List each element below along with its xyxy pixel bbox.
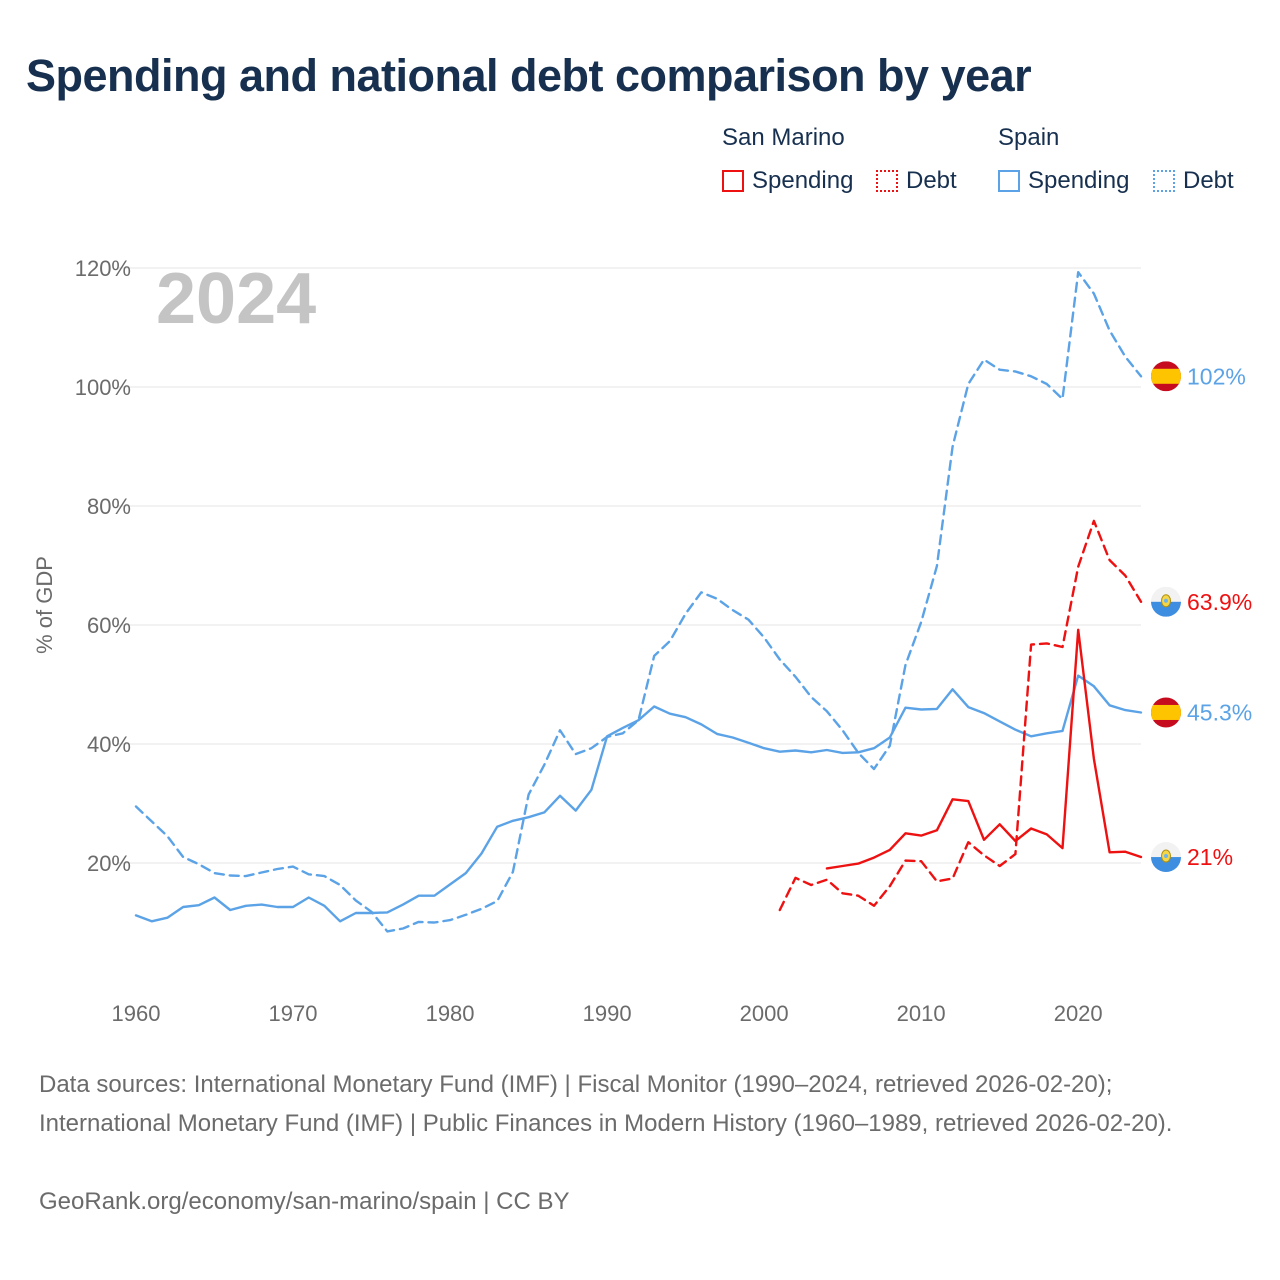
y-tick-label: 40% bbox=[87, 732, 131, 757]
y-tick-label: 60% bbox=[87, 613, 131, 638]
legend-swatch-dotted-blue-icon bbox=[1153, 170, 1175, 192]
legend-group-spain: Spain bbox=[998, 124, 1060, 151]
end-value-label: 45.3% bbox=[1187, 699, 1252, 725]
y-axis-label: % of GDP bbox=[32, 556, 57, 654]
series-line-san-marino-debt[interactable] bbox=[778, 519, 1143, 912]
grid-lines bbox=[118, 267, 1141, 864]
legend-swatch-solid-blue-icon bbox=[998, 170, 1020, 192]
legend-spain-debt[interactable]: Debt bbox=[1153, 167, 1234, 195]
x-axis-ticks: 1960 1970 1980 1990 2000 2010 2020 bbox=[112, 1001, 1103, 1026]
chart-title: Spending and national debt comparison by… bbox=[26, 50, 1032, 101]
x-tick-label: 1960 bbox=[112, 1001, 161, 1026]
end-value-label: 102% bbox=[1187, 363, 1246, 389]
x-tick-label: 2010 bbox=[897, 1001, 946, 1026]
x-tick-label: 2020 bbox=[1054, 1001, 1103, 1026]
spain-flag-icon bbox=[1151, 361, 1181, 392]
data-sources: Data sources: International Monetary Fun… bbox=[39, 1071, 1173, 1137]
legend-label: Spending bbox=[1028, 167, 1130, 194]
y-tick-label: 100% bbox=[75, 375, 131, 400]
series-lines bbox=[134, 271, 1143, 933]
y-tick-label: 80% bbox=[87, 494, 131, 519]
series-line-spain-spending[interactable] bbox=[134, 674, 1143, 923]
legend-spain-spending[interactable]: Spending bbox=[998, 167, 1129, 195]
legend-label: Spending bbox=[752, 167, 854, 194]
x-tick-label: 1980 bbox=[426, 1001, 475, 1026]
legend-san-marino-spending[interactable]: Spending bbox=[722, 167, 853, 195]
end-value-label: 21% bbox=[1187, 844, 1233, 870]
x-tick-label: 1970 bbox=[269, 1001, 318, 1026]
series-line-san-marino-spending[interactable] bbox=[825, 628, 1143, 870]
spain-flag-icon bbox=[1151, 697, 1181, 728]
san-marino-flag-icon bbox=[1151, 586, 1181, 617]
credit-link[interactable]: GeoRank.org/economy/san-marino/spain | C… bbox=[39, 1188, 570, 1215]
legend-label: Debt bbox=[906, 167, 957, 194]
y-axis-ticks: 20% 40% 60% 80% 100% 120% bbox=[75, 256, 131, 876]
legend-san-marino-debt[interactable]: Debt bbox=[876, 167, 957, 195]
legend-label: Debt bbox=[1183, 167, 1234, 194]
end-value-label: 63.9% bbox=[1187, 589, 1252, 615]
y-tick-label: 120% bbox=[75, 256, 131, 281]
x-tick-label: 1990 bbox=[583, 1001, 632, 1026]
y-tick-label: 20% bbox=[87, 851, 131, 876]
series-line-spain-debt[interactable] bbox=[134, 271, 1143, 933]
x-tick-label: 2000 bbox=[740, 1001, 789, 1026]
year-watermark: 2024 bbox=[156, 259, 316, 339]
legend-swatch-dotted-red-icon bbox=[876, 170, 898, 192]
legend-swatch-solid-red-icon bbox=[722, 170, 744, 192]
end-labels: 102% 63.9% 45.3% 21% bbox=[1151, 361, 1252, 873]
legend-group-san-marino: San Marino bbox=[722, 124, 845, 151]
san-marino-flag-icon bbox=[1151, 842, 1181, 873]
